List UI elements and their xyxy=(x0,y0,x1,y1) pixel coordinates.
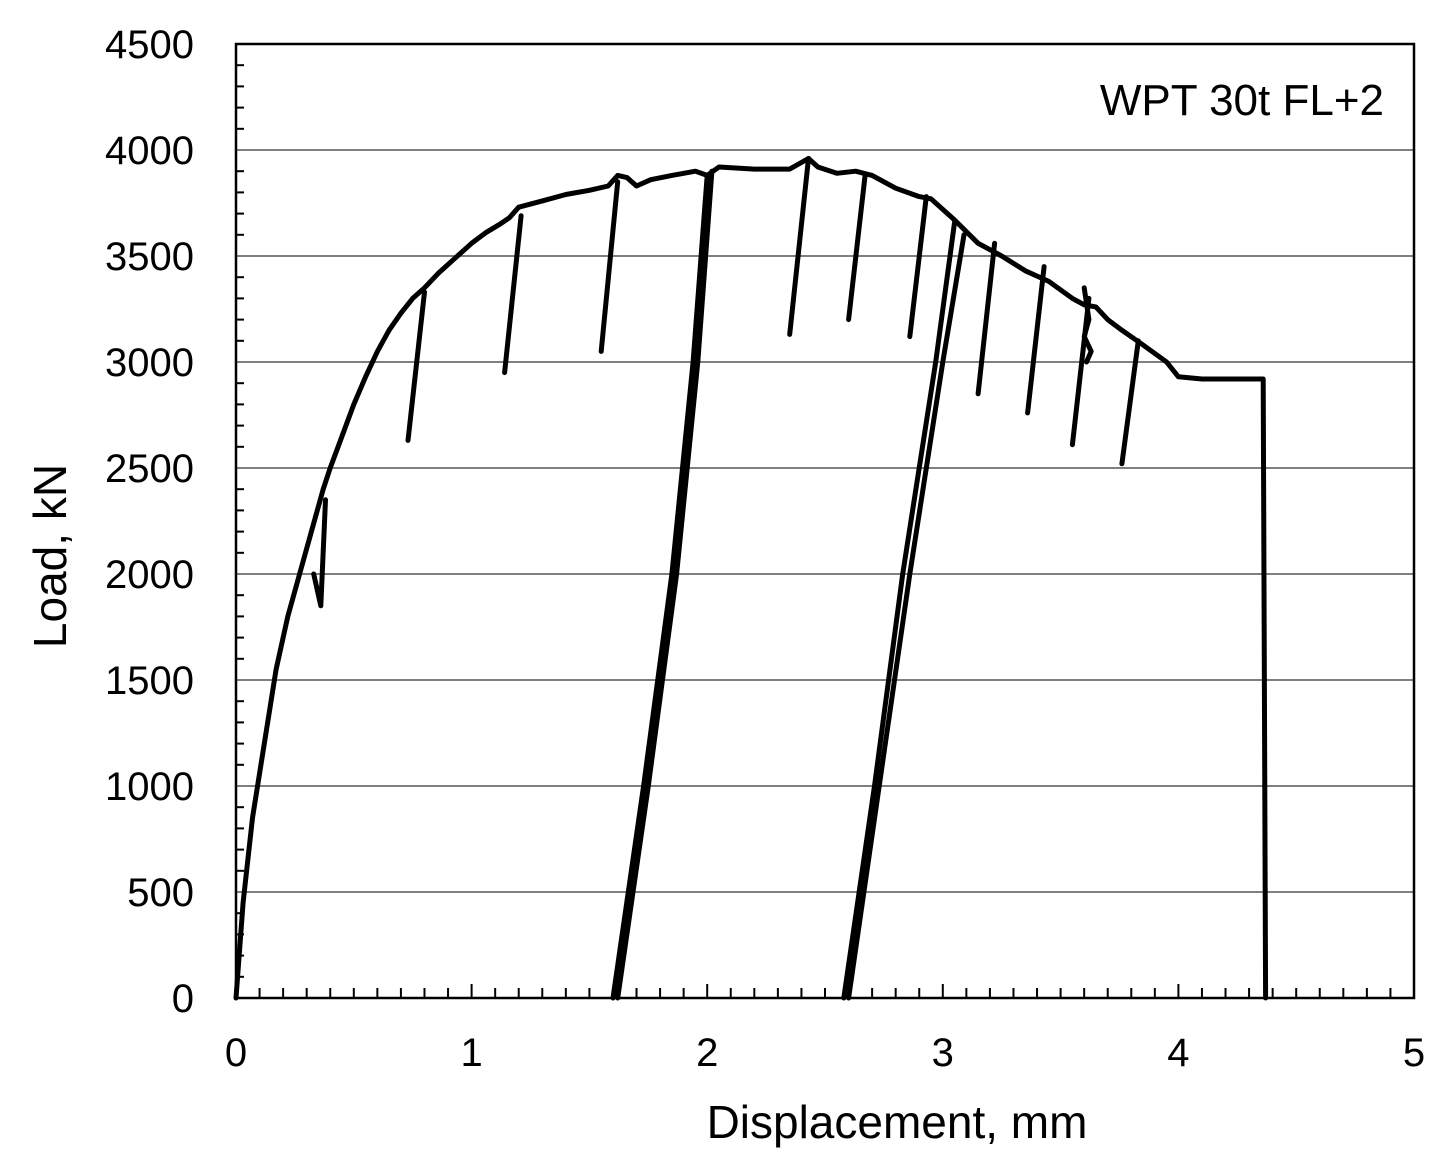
curve-group xyxy=(233,156,1269,1001)
x-axis-title: Displacement, mm xyxy=(707,1096,1088,1148)
y-tick-label: 1000 xyxy=(105,765,194,809)
y-tick-label: 500 xyxy=(127,871,194,915)
unload-reload-segment xyxy=(598,179,621,354)
unload-reload-segment xyxy=(1025,264,1047,416)
plot-frame xyxy=(234,42,1416,1000)
unload-reload-segment xyxy=(502,213,524,376)
x-tick-label: 0 xyxy=(225,1031,247,1075)
x-tick-label: 4 xyxy=(1167,1031,1189,1075)
unload-reload-segment xyxy=(975,240,998,397)
unload-reload-segment xyxy=(846,232,967,1001)
axis-ticks xyxy=(235,64,1415,998)
y-tick-label: 3000 xyxy=(105,341,194,385)
y-tick-labels: 0 500 1000 1500 2000 2500 3000 3500 4000 4500 xyxy=(105,23,194,1021)
unload-reload-segment xyxy=(846,172,868,323)
y-tick-label: 2500 xyxy=(105,447,194,491)
unload-reload-segment xyxy=(841,219,958,1001)
unload-reload-segment xyxy=(311,497,328,609)
grid-lines xyxy=(236,149,1414,893)
unload-reload-segment xyxy=(405,289,427,443)
chart-annotation: WPT 30t FL+2 xyxy=(1100,76,1384,125)
y-tick-label: 4500 xyxy=(105,23,194,67)
y-tick-label: 0 xyxy=(172,977,194,1021)
y-tick-label: 4000 xyxy=(105,129,194,173)
unload-reload-segment xyxy=(615,168,715,1001)
unload-reload-segment xyxy=(907,194,929,340)
x-tick-label: 3 xyxy=(932,1031,954,1075)
y-tick-label: 2000 xyxy=(105,553,194,597)
x-tick-label: 1 xyxy=(460,1031,482,1075)
unload-reload-segment xyxy=(1081,285,1094,365)
load-curve-envelope xyxy=(233,156,1269,1001)
unload-reload-segment xyxy=(610,172,710,1001)
y-tick-label: 1500 xyxy=(105,659,194,703)
unload-reload-segment xyxy=(1119,338,1141,467)
x-tick-labels: 0 1 2 3 4 5 xyxy=(225,1031,1425,1075)
y-axis-title: Load, kN xyxy=(24,464,76,648)
y-tick-label: 3500 xyxy=(105,235,194,279)
x-tick-label: 2 xyxy=(696,1031,718,1075)
x-tick-label: 5 xyxy=(1403,1031,1425,1075)
unload-reload-segment xyxy=(787,156,811,337)
